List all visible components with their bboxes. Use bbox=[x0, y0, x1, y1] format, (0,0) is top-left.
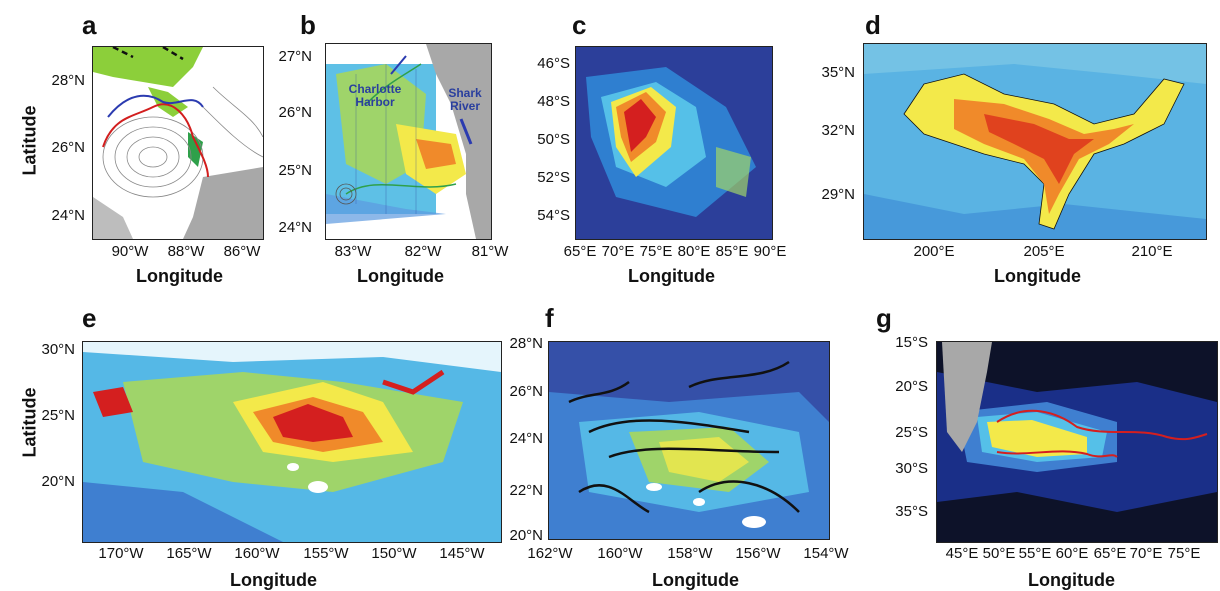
xtick-e-0: 170°W bbox=[98, 545, 144, 562]
xtick-g-4: 65°E bbox=[1093, 545, 1127, 562]
panel-letter-a: a bbox=[82, 10, 97, 40]
ytick-c-2: 50°S bbox=[537, 131, 570, 148]
xtick-e-4: 150°W bbox=[371, 545, 417, 562]
xtick-d-1: 205°E bbox=[1023, 243, 1065, 260]
ytick-e-1: 25°N bbox=[41, 407, 75, 424]
map-panel-f bbox=[548, 341, 830, 540]
xtick-f-2: 158°W bbox=[667, 545, 713, 562]
xtick-f-4: 154°W bbox=[803, 545, 849, 562]
panel-letter-b: b bbox=[300, 10, 316, 40]
xlabel-e: Longitude bbox=[230, 570, 317, 590]
xtick-g-0: 45°E bbox=[945, 545, 979, 562]
map-panel-c bbox=[575, 46, 773, 240]
xtick-e-3: 155°W bbox=[303, 545, 349, 562]
ytick-c-4: 54°S bbox=[537, 207, 570, 224]
xlabel-a: Longitude bbox=[136, 266, 223, 286]
map-panel-e bbox=[82, 341, 502, 543]
ytick-g-2: 25°S bbox=[895, 424, 928, 441]
ytick-f-2: 24°N bbox=[509, 430, 543, 447]
ytick-c-0: 46°S bbox=[537, 55, 570, 72]
xtick-f-3: 156°W bbox=[735, 545, 781, 562]
xtick-e-1: 165°W bbox=[166, 545, 212, 562]
xlabel-c: Longitude bbox=[628, 266, 715, 286]
ytick-f-3: 22°N bbox=[509, 482, 543, 499]
xtick-b-0: 83°W bbox=[334, 243, 372, 260]
xtick-f-1: 160°W bbox=[597, 545, 643, 562]
xtick-c-2: 75°E bbox=[639, 243, 673, 260]
xtick-a-1: 88°W bbox=[167, 243, 205, 260]
xtick-g-5: 70°E bbox=[1129, 545, 1163, 562]
ytick-b-2: 25°N bbox=[278, 162, 312, 179]
map-panel-b bbox=[325, 43, 492, 240]
ytick-e-2: 20°N bbox=[41, 473, 75, 490]
annotation-charlotte-harbor: Charlotte Harbor bbox=[348, 82, 402, 109]
annotation-shark-river: Shark River bbox=[448, 86, 482, 113]
xtick-a-0: 90°W bbox=[111, 243, 149, 260]
ytick-g-3: 30°S bbox=[895, 460, 928, 477]
map-panel-g bbox=[936, 341, 1218, 543]
xtick-c-5: 90°E bbox=[753, 243, 787, 260]
ytick-g-4: 35°S bbox=[895, 503, 928, 520]
ytick-f-4: 20°N bbox=[509, 527, 543, 544]
xtick-e-2: 160°W bbox=[234, 545, 280, 562]
ytick-d-1: 32°N bbox=[821, 122, 855, 139]
xtick-g-3: 60°E bbox=[1055, 545, 1089, 562]
xtick-d-0: 200°E bbox=[913, 243, 955, 260]
xtick-c-4: 85°E bbox=[715, 243, 749, 260]
xlabel-g: Longitude bbox=[1028, 570, 1115, 590]
xlabel-f: Longitude bbox=[652, 570, 739, 590]
xlabel-d: Longitude bbox=[994, 266, 1081, 286]
map-panel-a bbox=[92, 46, 264, 240]
xtick-c-3: 80°E bbox=[677, 243, 711, 260]
panel-letter-d: d bbox=[865, 10, 881, 40]
panel-letter-c: c bbox=[572, 10, 587, 40]
xtick-b-1: 82°W bbox=[404, 243, 442, 260]
xtick-b-2: 81°W bbox=[471, 243, 509, 260]
xtick-e-5: 145°W bbox=[439, 545, 485, 562]
panel-letter-g: g bbox=[876, 303, 892, 333]
xtick-f-0: 162°W bbox=[527, 545, 573, 562]
ytick-c-1: 48°S bbox=[537, 93, 570, 110]
ytick-e-0: 30°N bbox=[41, 341, 75, 358]
ytick-a-1: 26°N bbox=[51, 139, 85, 156]
xtick-g-6: 75°E bbox=[1167, 545, 1201, 562]
ytick-c-3: 52°S bbox=[537, 169, 570, 186]
ytick-g-0: 15°S bbox=[895, 334, 928, 351]
xtick-g-2: 55°E bbox=[1018, 545, 1052, 562]
ytick-d-2: 29°N bbox=[821, 186, 855, 203]
ytick-g-1: 20°S bbox=[895, 378, 928, 395]
xlabel-b: Longitude bbox=[357, 266, 444, 286]
ytick-b-1: 26°N bbox=[278, 104, 312, 121]
map-panel-d bbox=[863, 43, 1207, 240]
panel-letter-f: f bbox=[545, 303, 554, 333]
ytick-b-0: 27°N bbox=[278, 48, 312, 65]
ytick-a-0: 28°N bbox=[51, 72, 85, 89]
ytick-b-3: 24°N bbox=[278, 219, 312, 236]
xtick-d-2: 210°E bbox=[1131, 243, 1173, 260]
ytick-f-1: 26°N bbox=[509, 383, 543, 400]
xtick-c-1: 70°E bbox=[601, 243, 635, 260]
panel-letter-e: e bbox=[82, 303, 97, 333]
xtick-g-1: 50°E bbox=[982, 545, 1016, 562]
xtick-c-0: 65°E bbox=[563, 243, 597, 260]
ytick-f-0: 28°N bbox=[509, 335, 543, 352]
xtick-a-2: 86°W bbox=[223, 243, 261, 260]
ytick-a-2: 24°N bbox=[51, 207, 85, 224]
ytick-d-0: 35°N bbox=[821, 64, 855, 81]
